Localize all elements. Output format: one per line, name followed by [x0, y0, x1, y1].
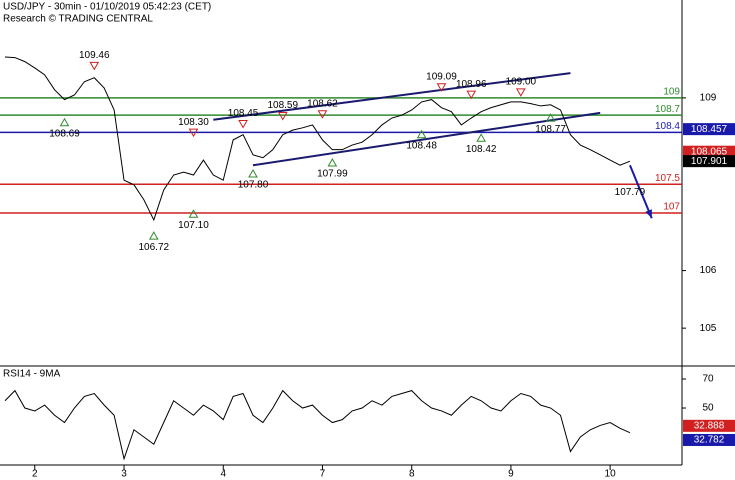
annotation-label: 108.59: [267, 100, 298, 111]
resistance-marker: [277, 111, 288, 121]
annotation-label: 108.45: [228, 108, 259, 119]
support-marker: [416, 129, 427, 139]
chart-subtitle: Research © TRADING CENTRAL: [3, 14, 153, 25]
level-label: 108.7: [655, 104, 680, 115]
support-marker: [188, 209, 199, 218]
y-tick-label: 109: [700, 93, 717, 104]
annotation-label: 109.46: [79, 50, 110, 61]
x-tick-label: 4: [220, 469, 226, 480]
annotation-label: 108.69: [49, 128, 80, 139]
rsi-tick-label: 70: [702, 374, 714, 385]
rsi-tag: [683, 433, 735, 446]
annotation-label: 108.30: [178, 117, 209, 128]
resistance-marker: [238, 120, 248, 129]
annotation-label: 108.62: [307, 98, 338, 109]
x-tick-label: 3: [121, 469, 127, 480]
annotation-label: 106.72: [139, 242, 170, 253]
resistance-marker: [317, 110, 328, 119]
level-label: 108.4: [655, 121, 680, 132]
x-tick-label: 8: [409, 469, 415, 480]
trendline: [252, 111, 601, 167]
resistance-marker: [466, 90, 477, 100]
level-label: 107.5: [655, 173, 680, 184]
support-marker: [545, 113, 556, 122]
support-marker: [248, 168, 258, 178]
price-tag-label: 107.901: [691, 156, 728, 167]
arrow-head: [645, 209, 652, 219]
x-tick-label: 7: [320, 469, 326, 480]
annotation-label: 108.77: [535, 124, 566, 135]
annotation-label: 107.10: [178, 220, 209, 231]
trendline: [213, 72, 571, 121]
y-tick-label: 105: [700, 323, 717, 334]
resistance-marker: [188, 128, 199, 138]
price-tag: [683, 123, 735, 136]
rsi-title: RSI14 - 9MA: [3, 369, 61, 380]
annotation-label: 108.96: [456, 79, 487, 90]
rsi-tag: [683, 419, 735, 432]
support-marker: [327, 158, 338, 167]
x-tick-label: 9: [508, 469, 514, 480]
annotation-label: 109.09: [426, 71, 457, 82]
level-label: 109: [663, 87, 680, 98]
support-marker: [476, 133, 487, 142]
price-tag-label: 108.065: [691, 146, 728, 157]
forecast-arrow: [629, 164, 653, 219]
resistance-marker: [89, 61, 100, 71]
x-tick-label: 2: [32, 469, 38, 480]
chart-title: USD/JPY - 30min - 01/10/2019 05:42:23 (C…: [3, 2, 211, 13]
rsi-line: [4, 389, 631, 461]
annotation-label: 107.99: [317, 169, 348, 180]
resistance-marker: [515, 88, 526, 97]
rsi-tick-label: 50: [702, 403, 714, 414]
price-line: [4, 56, 631, 222]
annotation-label: 108.42: [466, 144, 497, 155]
annotation-label: 108.48: [406, 140, 437, 151]
annotation-label: 107.80: [238, 180, 269, 191]
rsi-tag-label: 32.782: [694, 435, 725, 446]
support-marker: [59, 117, 70, 127]
resistance-marker: [436, 83, 447, 92]
rsi-tag-label: 32.888: [694, 420, 725, 431]
annotation-label: 109.00: [506, 77, 537, 88]
y-tick-label: 106: [700, 265, 717, 276]
x-tick-label: 10: [605, 469, 617, 480]
price-tag-label: 108.457: [691, 124, 728, 135]
price-tag: [683, 145, 735, 158]
annotation-label: 107.79: [615, 187, 646, 198]
level-label: 107: [663, 202, 680, 213]
price-tag: [683, 155, 735, 168]
support-marker: [148, 231, 159, 240]
